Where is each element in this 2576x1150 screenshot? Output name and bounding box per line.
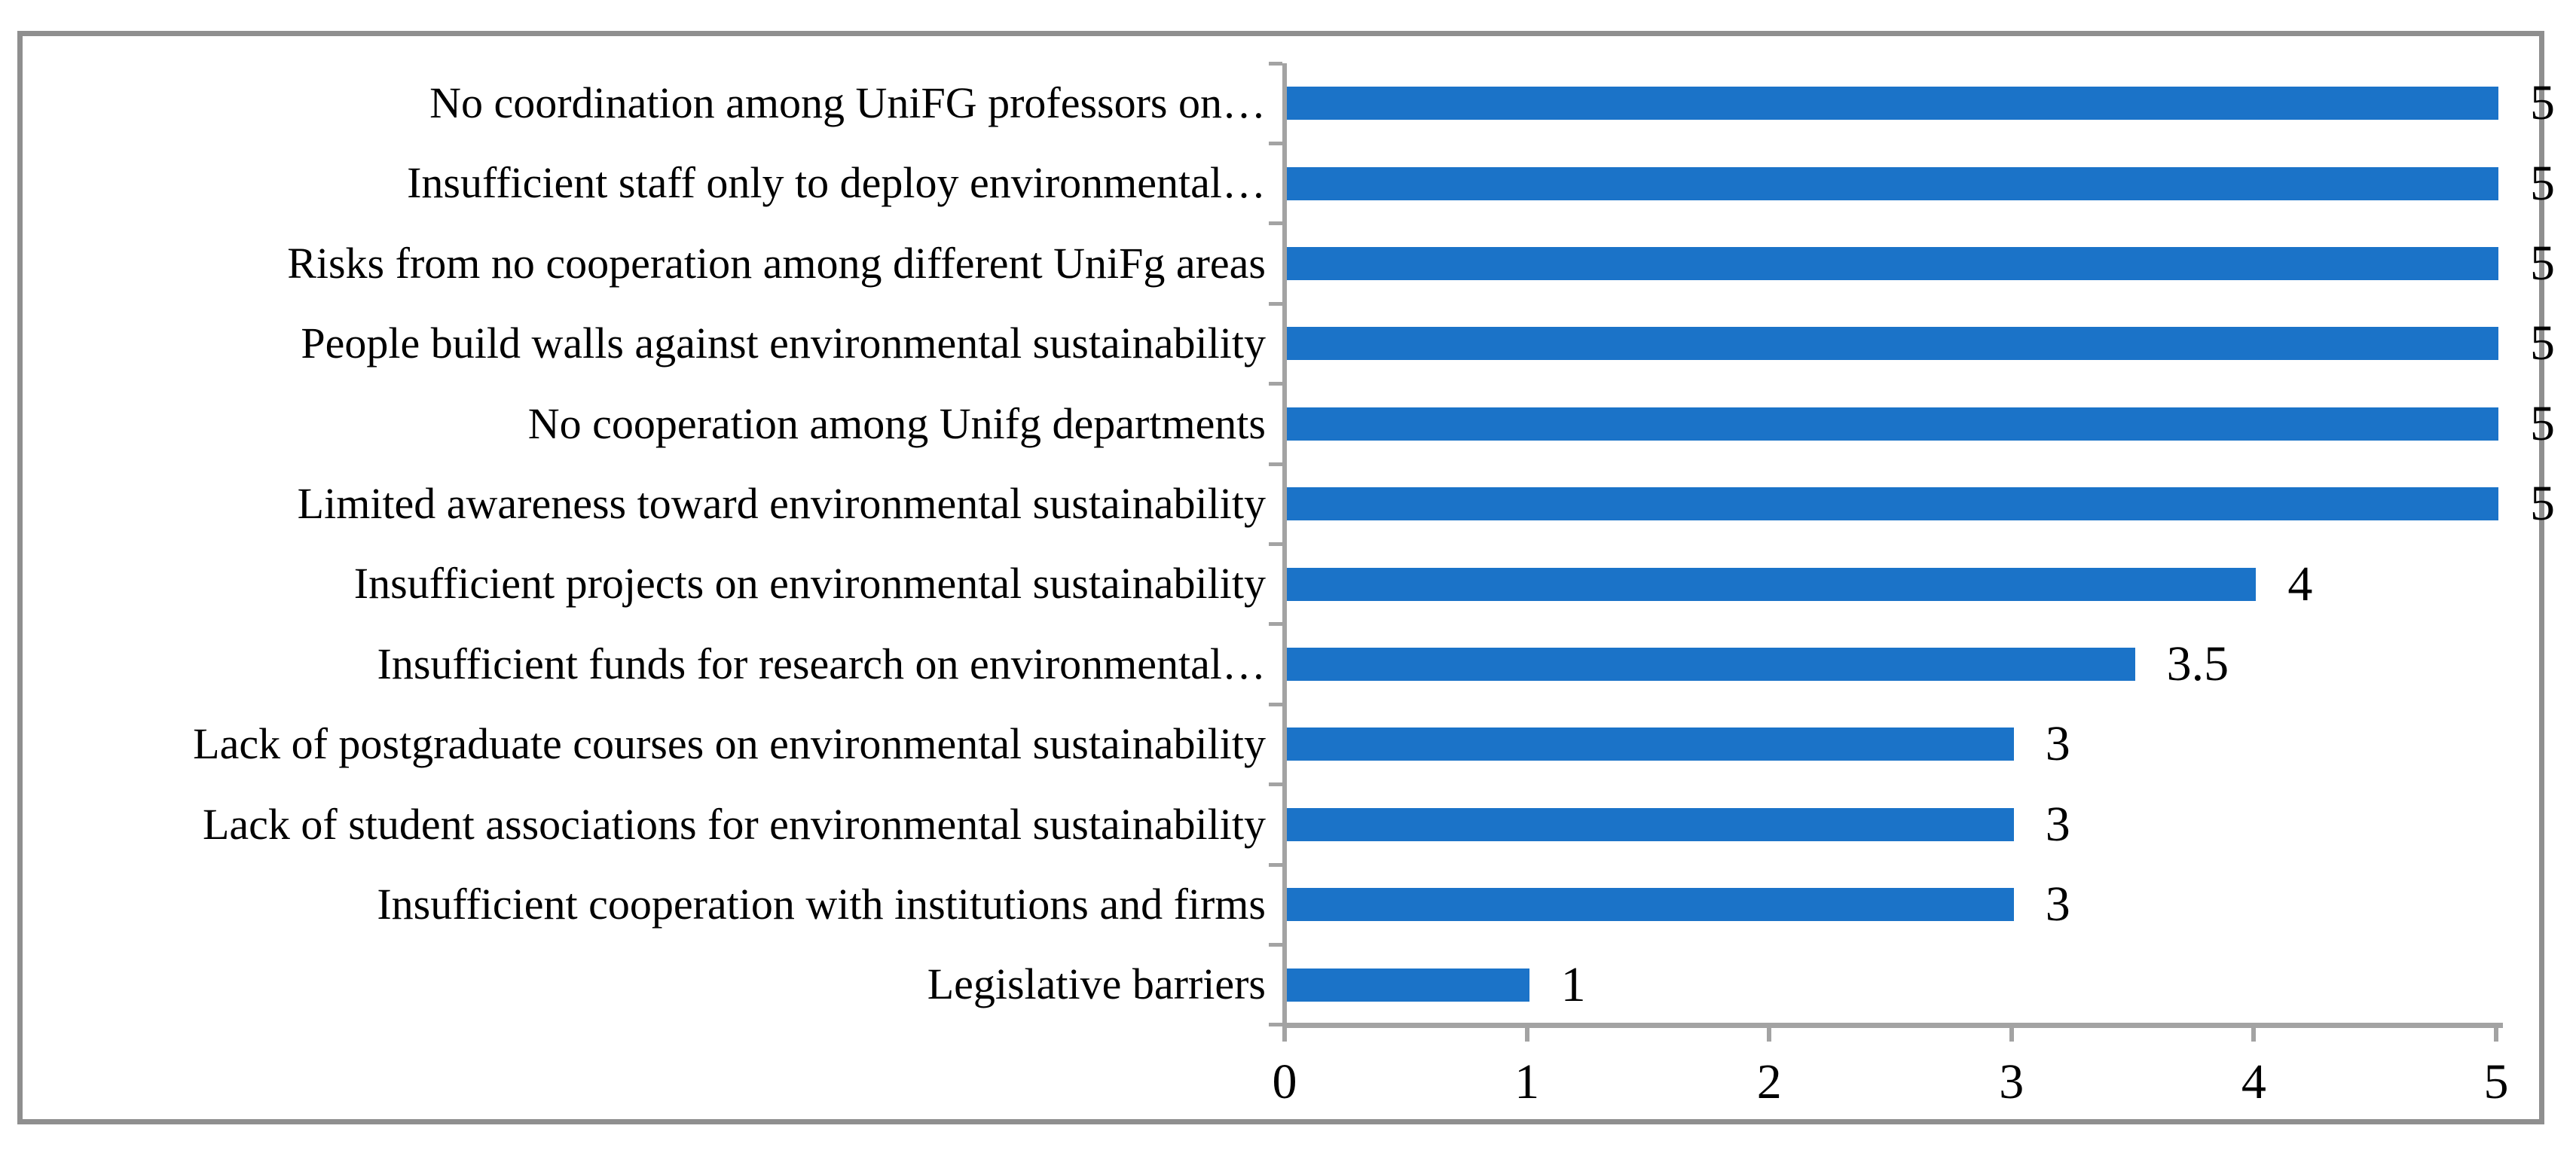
bar-value-label: 3 xyxy=(2045,716,2070,772)
category-axis-tick xyxy=(1269,141,1282,145)
category-label: Lack of postgraduate courses on environm… xyxy=(193,719,1266,769)
bar xyxy=(1287,567,2257,601)
value-axis-tick xyxy=(2251,1028,2257,1042)
category-label: Risks from no cooperation among differen… xyxy=(287,238,1266,288)
category-axis-tick xyxy=(1269,782,1282,787)
bar-value-label: 5 xyxy=(2530,155,2555,211)
value-axis-tick-label: 2 xyxy=(1756,1054,1782,1109)
category-label: Lack of student associations for environ… xyxy=(202,799,1266,849)
category-axis-tick xyxy=(1269,862,1282,867)
category-label: No coordination among UniFG professors o… xyxy=(429,78,1266,127)
category-label: People build walls against environmental… xyxy=(301,319,1266,368)
bar-value-label: 5 xyxy=(2530,236,2555,291)
value-axis-tick xyxy=(1767,1028,1772,1042)
category-axis-tick xyxy=(1269,61,1282,66)
value-axis-tick xyxy=(2494,1028,2498,1042)
category-axis-tick xyxy=(1269,541,1282,546)
bar xyxy=(1287,648,2135,681)
category-label: Legislative barriers xyxy=(927,959,1266,1009)
bar xyxy=(1287,327,2498,361)
category-axis-tick xyxy=(1269,382,1282,386)
value-axis-tick xyxy=(2009,1028,2014,1042)
category-axis-tick xyxy=(1269,1023,1282,1027)
category-axis-tick xyxy=(1269,221,1282,226)
bar xyxy=(1287,807,2014,841)
value-axis-tick-label: 1 xyxy=(1514,1054,1540,1109)
bar xyxy=(1287,487,2498,521)
bar-value-label: 5 xyxy=(2530,316,2555,371)
category-axis-tick xyxy=(1269,702,1282,706)
value-axis-tick-label: 0 xyxy=(1272,1054,1297,1109)
value-axis-tick-label: 5 xyxy=(2483,1054,2509,1109)
bar-value-label: 3 xyxy=(2045,877,2070,932)
bar-value-label: 4 xyxy=(2287,556,2313,612)
bar xyxy=(1287,87,2498,120)
bar-value-label: 3 xyxy=(2045,796,2070,852)
bar-value-label: 5 xyxy=(2530,476,2555,532)
category-label: Insufficient funds for research on envir… xyxy=(377,639,1266,688)
bar xyxy=(1287,888,2014,922)
bar-value-label: 3.5 xyxy=(2166,636,2229,691)
bar xyxy=(1287,968,1529,1002)
category-label: Limited awareness toward environmental s… xyxy=(297,479,1266,528)
value-axis-tick xyxy=(1282,1028,1287,1042)
category-label: Insufficient cooperation with institutio… xyxy=(377,880,1266,929)
category-axis-tick xyxy=(1269,942,1282,947)
value-axis-tick-label: 4 xyxy=(2241,1054,2266,1109)
bar-value-label: 1 xyxy=(1560,956,1586,1012)
value-axis-line xyxy=(1282,1023,2503,1028)
category-axis-line xyxy=(1282,63,1287,1042)
bar xyxy=(1287,728,2014,761)
bar-value-label: 5 xyxy=(2530,75,2555,131)
category-label: Insufficient projects on environmental s… xyxy=(353,559,1266,609)
bar xyxy=(1287,247,2498,280)
value-axis-tick xyxy=(1524,1028,1529,1042)
category-axis-tick xyxy=(1269,301,1282,306)
category-label: No cooperation among Unifg departments xyxy=(527,398,1266,448)
bar xyxy=(1287,407,2498,441)
category-axis-tick xyxy=(1269,462,1282,466)
category-label: Insufficient staff only to deploy enviro… xyxy=(407,158,1266,208)
value-axis-tick-label: 3 xyxy=(1999,1054,2024,1109)
bar xyxy=(1287,166,2498,200)
bar-value-label: 5 xyxy=(2530,395,2555,451)
category-axis-tick xyxy=(1269,622,1282,627)
